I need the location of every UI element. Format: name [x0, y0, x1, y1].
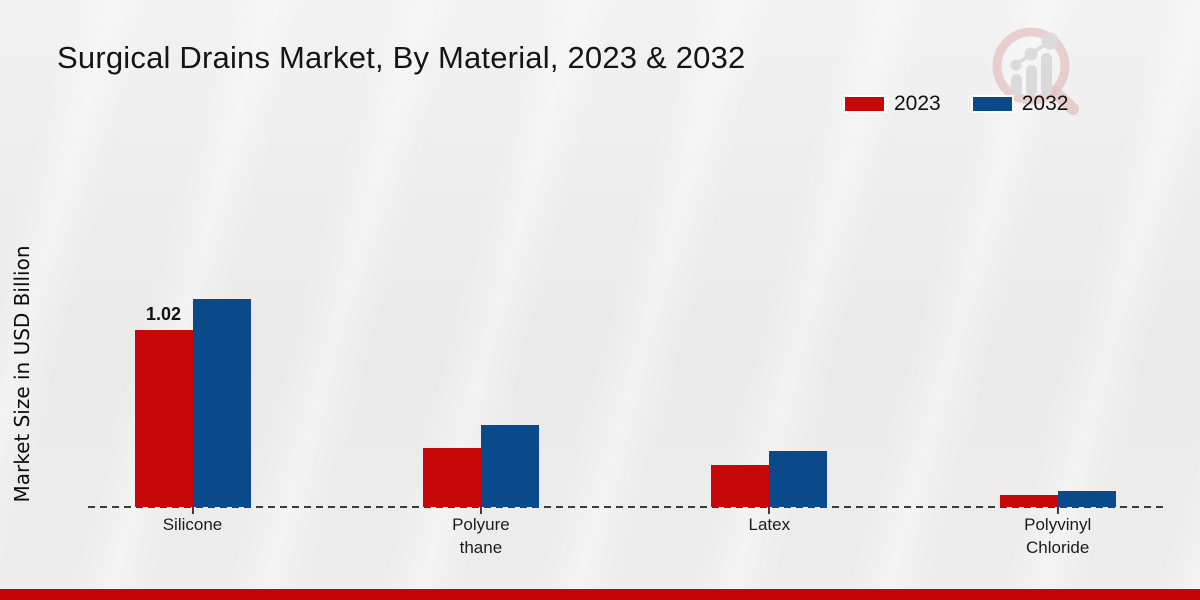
footer-accent-bar: [0, 589, 1200, 600]
category-label-latex: Latex: [748, 515, 791, 534]
bar-2023-polyvinyl: [999, 495, 1058, 507]
bar-2023-polyure: [422, 448, 481, 507]
legend-swatch-2032: [972, 96, 1012, 111]
bar-2023-latex: [711, 465, 770, 507]
x-axis-tick-polyvinyl: [1056, 507, 1059, 514]
legend-item-2032: 2032: [972, 92, 1069, 115]
legend-label-2032: 2032: [1021, 92, 1069, 115]
bar-value-label-silicone: 1.02: [145, 304, 182, 324]
legend-item-2023: 2023: [845, 93, 941, 114]
bar-2032-polyvinyl: [1057, 491, 1116, 507]
x-axis-baseline: [88, 506, 1166, 508]
category-label-silicone: Silicone: [162, 515, 223, 534]
bar-2032-polyure: [480, 425, 539, 507]
legend: 2023 2032: [845, 93, 1068, 114]
x-axis-tick-latex: [768, 507, 771, 514]
bar-2023-silicone: [134, 330, 193, 507]
category-label-polyvinyl: Polyvinyl Chloride: [1024, 515, 1092, 557]
chart-title: Surgical Drains Market, By Material, 202…: [57, 40, 746, 75]
legend-swatch-2023: [845, 96, 884, 111]
bar-2032-latex: [769, 451, 828, 507]
bar-chart-magnifier-logo-icon: [992, 27, 1079, 115]
category-label-polyure: Polyure thane: [452, 515, 510, 557]
legend-label-2023: 2023: [894, 92, 941, 115]
x-axis-tick-polyure: [479, 507, 482, 514]
x-axis-tick-silicone: [191, 507, 194, 514]
bar-2032-silicone: [192, 299, 251, 507]
